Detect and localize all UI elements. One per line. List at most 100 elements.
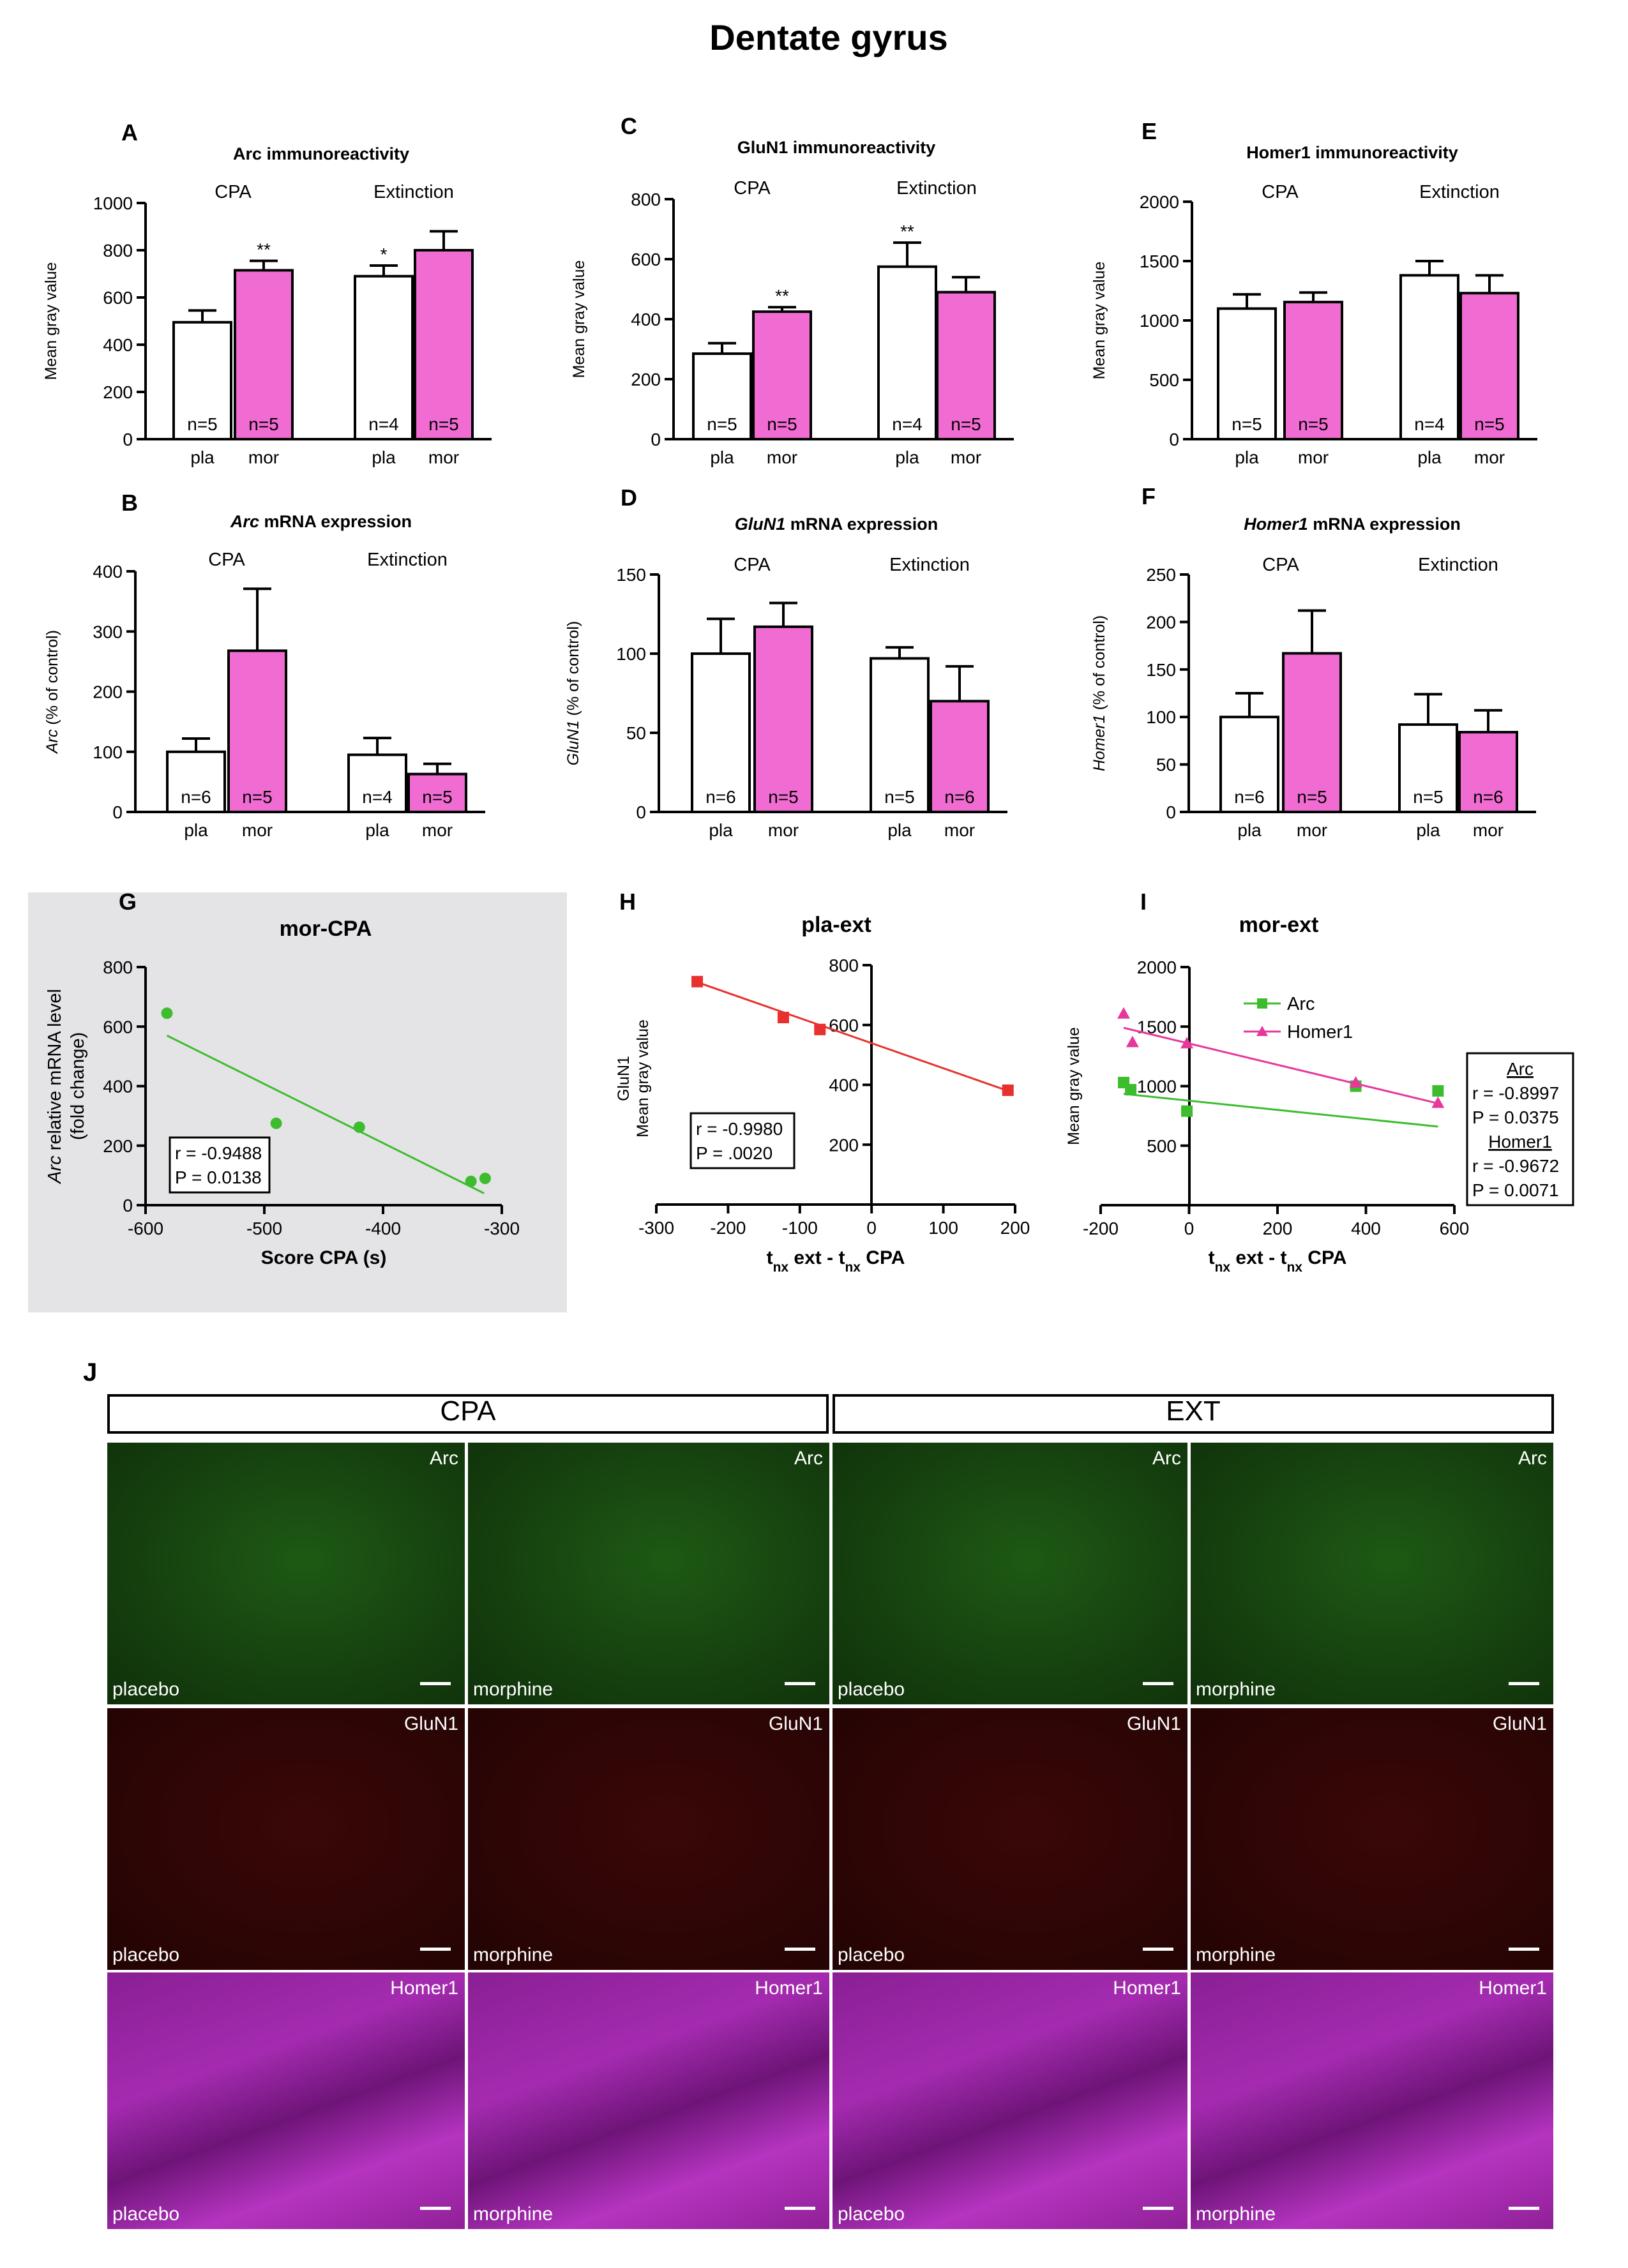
group-label: Extinction (889, 555, 970, 575)
y-tick-label: 600 (103, 288, 133, 308)
stats-box (169, 1136, 271, 1194)
scale-bar (785, 2207, 815, 2210)
group-label: CPA (1262, 555, 1299, 575)
n-label: n=5 (707, 414, 737, 434)
n-label: n=6 (944, 787, 975, 807)
bar (1283, 301, 1343, 441)
x-tick-label: -200 (1083, 1219, 1119, 1238)
text-span: mRNA expression (785, 514, 938, 534)
x-tick-label: pla (190, 447, 215, 467)
condition-label: morphine (473, 1944, 554, 1965)
x-tick-label: pla (709, 820, 733, 840)
y-tick-label: 0 (1169, 430, 1179, 449)
bar (692, 352, 752, 440)
text-span: nx (845, 1260, 861, 1275)
y-tick-label: 500 (1147, 1136, 1177, 1156)
condition-label: placebo (838, 2204, 905, 2225)
bar (1282, 652, 1342, 814)
x-tick-label: mor (1473, 820, 1504, 840)
x-tick-label: pla (710, 447, 734, 467)
marker-label: Arc (1152, 1448, 1181, 1469)
marker-label: GluN1 (403, 1713, 458, 1734)
y-tick-label: 400 (631, 310, 661, 329)
micrograph-tile: Homer1 morphine (468, 1972, 829, 2229)
text-span: Arc (45, 1155, 65, 1185)
x-tick-label: pla (1237, 820, 1262, 840)
y-tick-label: 0 (636, 802, 646, 822)
n-label: n=4 (892, 414, 923, 434)
y-tick-label: 100 (616, 644, 646, 664)
text-span: ext - t (788, 1247, 845, 1268)
y-axis-label: Arc relative mRNA level (45, 989, 65, 1185)
x-tick-label: -300 (484, 1219, 520, 1238)
x-tick-label: 0 (866, 1218, 877, 1238)
text-span: Mean gray value (42, 262, 60, 380)
group-label: Extinction (1418, 555, 1498, 575)
x-tick-label: -600 (128, 1219, 163, 1238)
group-label: Extinction (373, 182, 454, 202)
condition-label: morphine (473, 1679, 554, 1700)
x-tick-label: mor (428, 447, 459, 467)
marker-label: GluN1 (1126, 1713, 1181, 1734)
significance-label: ** (775, 286, 789, 306)
x-axis-label: tnx ext - tnx CPA (1209, 1247, 1347, 1275)
scale-bar (785, 1682, 815, 1685)
x-tick-label: -100 (782, 1218, 818, 1238)
text-span: mRNA expression (1308, 514, 1461, 534)
bar (1217, 307, 1277, 440)
x-tick-label: pla (1417, 447, 1442, 467)
condition-label: morphine (1196, 1944, 1276, 1965)
n-label: n=5 (187, 414, 218, 434)
marker-label: Homer1 (1479, 1978, 1547, 1999)
text-span: GluN1 (735, 514, 786, 534)
y-tick-label: 150 (616, 565, 646, 585)
stats-text: r = -0.9488 (175, 1143, 262, 1163)
n-label: n=5 (951, 414, 981, 434)
y-tick-label: 500 (1149, 370, 1179, 390)
y-tick-label: 300 (93, 622, 123, 642)
micrograph-tile: Arc morphine (468, 1443, 829, 1704)
panel-letter: G (119, 889, 137, 915)
stats-text: Homer1 (1488, 1132, 1552, 1152)
panel-g-background (28, 892, 567, 1312)
condition-label: placebo (838, 1944, 905, 1965)
marker-label: Homer1 (390, 1978, 458, 1999)
y-axis-label-line2: (fold change) (68, 1032, 88, 1140)
micrograph-tile: GluN1 placebo (833, 1708, 1187, 1970)
y-axis-label: Homer1 (% of control) (1090, 615, 1108, 772)
data-point (1349, 1076, 1362, 1088)
marker-label: Arc (794, 1448, 823, 1469)
micrograph-tile: Arc placebo (833, 1443, 1187, 1704)
y-tick-label: 800 (103, 241, 133, 260)
n-label: n=4 (1414, 414, 1445, 434)
micrograph-tile: Homer1 placebo (107, 1972, 465, 2229)
y-tick-label: 400 (103, 335, 133, 355)
scale-bar (1143, 2207, 1173, 2210)
group-label: CPA (208, 550, 245, 570)
marker-label: GluN1 (768, 1713, 823, 1734)
n-label: n=6 (1473, 787, 1504, 807)
n-label: n=5 (248, 414, 279, 434)
condition-label: placebo (838, 1679, 905, 1700)
y-tick-label: 1000 (1140, 311, 1179, 331)
chart-title: Homer1 mRNA expression (1244, 514, 1461, 534)
y-axis-label: GluN1 (615, 1056, 633, 1101)
panel-letter: F (1142, 483, 1156, 509)
x-tick-label: mor (422, 820, 453, 840)
x-tick-label: mor (242, 820, 273, 840)
text-span: nx (1215, 1260, 1231, 1275)
condition-label: placebo (112, 2204, 180, 2225)
legend-label: Arc (1287, 994, 1315, 1014)
x-tick-label: 400 (1351, 1219, 1381, 1238)
text-span: Arc (43, 729, 61, 755)
bar (752, 310, 812, 440)
n-label: n=6 (1234, 787, 1265, 807)
panel-letter: E (1142, 118, 1157, 144)
x-tick-label: mor (944, 820, 975, 840)
text-span: Mean gray value (570, 260, 588, 379)
y-tick-label: 400 (93, 562, 123, 582)
n-label: n=5 (1474, 414, 1505, 434)
scale-bar (1509, 2207, 1539, 2210)
y-tick-label: 200 (1146, 612, 1176, 632)
bar (354, 274, 414, 441)
